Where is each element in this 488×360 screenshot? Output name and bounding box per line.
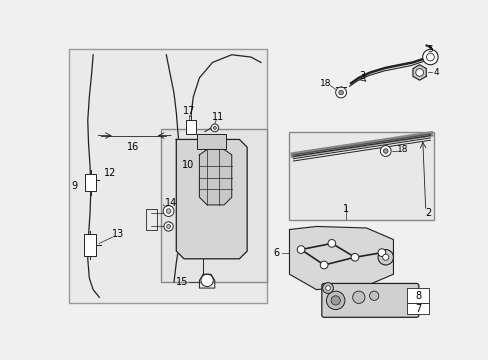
Bar	[145, 209, 157, 230]
Circle shape	[382, 254, 388, 260]
Text: 6: 6	[273, 248, 279, 258]
Circle shape	[426, 53, 433, 61]
Text: 18: 18	[319, 79, 331, 88]
Text: 5: 5	[427, 45, 432, 54]
Bar	[85, 174, 96, 191]
Circle shape	[166, 225, 170, 228]
Text: 3: 3	[359, 71, 365, 81]
Circle shape	[380, 145, 390, 156]
Circle shape	[415, 69, 423, 76]
Bar	[407, 288, 428, 303]
Circle shape	[352, 291, 364, 303]
Circle shape	[369, 291, 378, 300]
Circle shape	[163, 206, 174, 216]
Text: 8: 8	[414, 291, 420, 301]
Bar	[161, 130, 266, 282]
Bar	[197, 134, 226, 149]
Circle shape	[210, 124, 218, 132]
Bar	[185, 120, 196, 134]
Circle shape	[338, 90, 343, 95]
Circle shape	[335, 87, 346, 98]
Circle shape	[297, 246, 305, 253]
Circle shape	[163, 222, 173, 231]
Text: 10: 10	[182, 160, 194, 170]
Circle shape	[350, 253, 358, 261]
Circle shape	[325, 286, 329, 291]
Circle shape	[422, 49, 437, 65]
Text: 12: 12	[103, 167, 116, 177]
Text: 14: 14	[164, 198, 177, 208]
Text: 2: 2	[425, 208, 431, 217]
Bar	[68, 49, 266, 303]
Text: 18: 18	[396, 145, 407, 154]
Text: 7: 7	[414, 304, 420, 314]
Polygon shape	[289, 226, 393, 289]
Text: 15: 15	[175, 277, 187, 287]
Polygon shape	[199, 149, 231, 205]
FancyBboxPatch shape	[321, 283, 418, 317]
Text: 13: 13	[111, 229, 123, 239]
Polygon shape	[412, 65, 426, 80]
Circle shape	[383, 149, 387, 153]
Bar	[407, 303, 428, 314]
Text: 1: 1	[342, 204, 348, 214]
Circle shape	[213, 126, 216, 130]
Text: 4: 4	[432, 68, 438, 77]
Circle shape	[326, 291, 344, 310]
Text: 11: 11	[211, 112, 224, 122]
Circle shape	[201, 274, 213, 287]
Bar	[289, 132, 433, 220]
Text: 16: 16	[127, 142, 139, 152]
Circle shape	[330, 296, 340, 305]
Circle shape	[327, 239, 335, 247]
Circle shape	[320, 261, 327, 269]
Bar	[84, 234, 96, 256]
Circle shape	[377, 249, 393, 265]
Polygon shape	[176, 139, 246, 259]
Circle shape	[322, 283, 333, 293]
Text: 17: 17	[183, 106, 195, 116]
Circle shape	[166, 209, 171, 213]
Text: 9: 9	[71, 181, 78, 191]
Circle shape	[377, 249, 385, 256]
